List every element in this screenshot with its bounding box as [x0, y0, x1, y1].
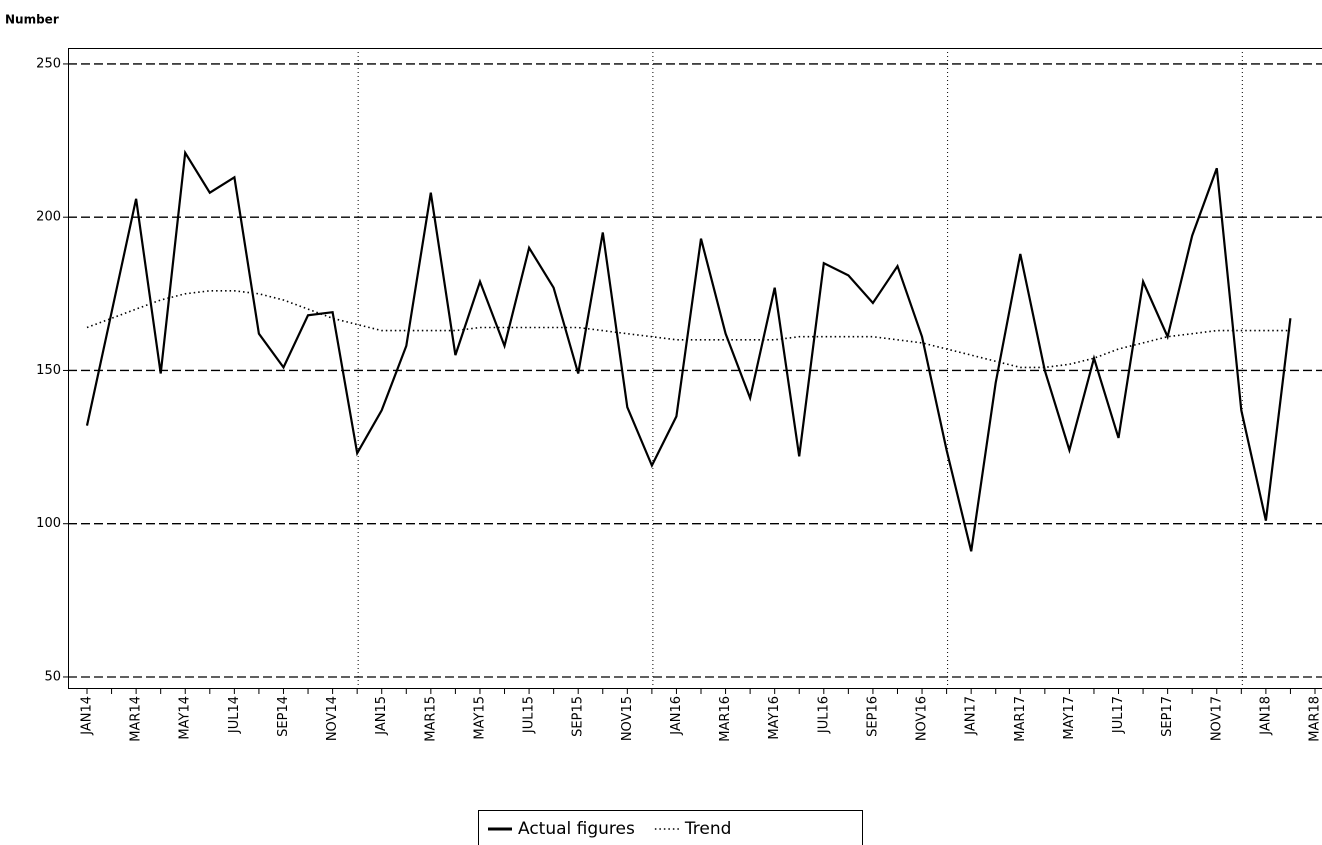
x-tick-label: MAR15: [423, 696, 438, 742]
x-tick-label: MAR16: [718, 696, 733, 742]
y-tick-label: 250: [36, 56, 61, 71]
x-tick-label: JAN17: [964, 696, 979, 736]
y-tick-label: 100: [36, 516, 61, 531]
x-tick-label: JAN18: [1258, 696, 1273, 736]
series-line: [85, 149, 1292, 552]
x-tick-label: JAN14: [80, 696, 95, 736]
x-tick-label: JAN16: [669, 696, 684, 736]
x-tick-label: SEP15: [571, 696, 586, 737]
x-tick-label: NOV16: [915, 696, 930, 741]
x-tick-label: MAR17: [1013, 696, 1028, 742]
x-tick-label: JUL16: [816, 696, 831, 734]
x-tick-label: NOV14: [325, 696, 340, 741]
y-axis-label: Number: [5, 13, 59, 27]
x-tick-label: MAY15: [472, 696, 487, 740]
legend-label: Trend: [684, 819, 732, 839]
x-tick-label: MAR14: [129, 696, 144, 742]
x-tick-label: NOV17: [1209, 696, 1224, 741]
legend-label: Actual figures: [518, 819, 635, 839]
x-tick-label: MAY14: [178, 696, 193, 740]
x-tick-label: SEP17: [1160, 696, 1175, 737]
x-tick-label: SEP16: [865, 696, 880, 737]
legend-box: [478, 810, 863, 845]
y-tick-label: 150: [36, 363, 61, 378]
y-tick-label: 200: [36, 210, 61, 225]
x-tick-label: JUL14: [227, 696, 242, 734]
x-tick-label: MAR18: [1308, 696, 1322, 742]
y-tick-label: 50: [44, 669, 61, 684]
x-tick-label: JAN15: [374, 696, 389, 736]
x-tick-label: JUL17: [1111, 696, 1126, 734]
x-tick-label: NOV15: [620, 696, 635, 741]
plot-frame: [68, 48, 1322, 689]
x-tick-label: JUL15: [522, 696, 537, 734]
series-line: [86, 290, 1291, 369]
x-tick-label: MAY17: [1062, 696, 1077, 740]
x-tick-label: SEP14: [276, 696, 291, 737]
x-tick-label: MAY16: [767, 696, 782, 740]
